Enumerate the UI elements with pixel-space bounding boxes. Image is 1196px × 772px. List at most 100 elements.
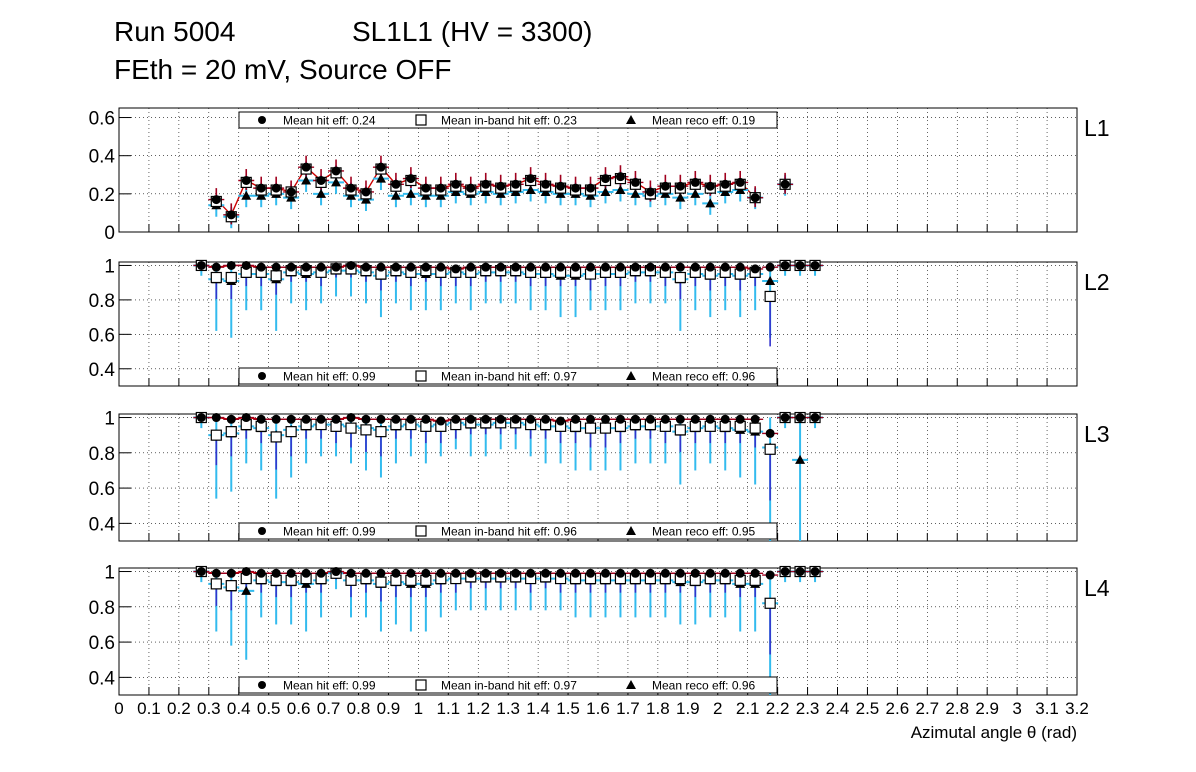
y-tick-label: 0.6 <box>89 325 115 346</box>
x-tick-label: 0.7 <box>317 699 341 718</box>
legend-inband-marker <box>415 370 427 382</box>
hit-point <box>466 568 476 578</box>
hit-point <box>421 414 431 424</box>
hit-point <box>645 414 655 424</box>
hit-point <box>436 416 446 426</box>
hit-point <box>196 567 206 577</box>
legend-entry: Mean in-band hit eff: 0.96 <box>441 525 577 539</box>
panel-label: L2 <box>1084 269 1110 295</box>
hit-point <box>735 262 745 272</box>
hit-point <box>795 260 805 270</box>
inband-point <box>674 424 686 436</box>
hit-point <box>615 414 625 424</box>
hit-point <box>376 162 386 172</box>
hit-point <box>765 570 775 580</box>
hit-point <box>496 414 506 424</box>
y-tick-label: 0.6 <box>89 109 115 130</box>
reco-point <box>375 173 386 183</box>
hit-point <box>466 262 476 272</box>
x-tick-label: 2.2 <box>766 699 790 718</box>
legend-inband-marker <box>415 114 427 126</box>
hit-point <box>571 262 581 272</box>
hit-point <box>406 568 416 578</box>
hit-point <box>406 262 416 272</box>
hit-point <box>795 413 805 423</box>
y-tick-label: 0.4 <box>89 147 116 168</box>
reco-point <box>241 585 252 595</box>
legend-entry: Mean hit eff: 0.24 <box>283 114 376 128</box>
hit-point <box>630 262 640 272</box>
legend-inband-marker <box>415 525 427 537</box>
hit-point <box>780 260 790 270</box>
hit-point <box>765 262 775 272</box>
hit-point <box>556 416 566 426</box>
hit-point <box>690 568 700 578</box>
chamber-title: SL1L1 (HV = 3300) <box>352 16 593 47</box>
hit-point <box>301 162 311 172</box>
hit-point <box>256 262 266 272</box>
hit-point <box>765 428 775 438</box>
hit-point <box>331 567 341 577</box>
x-tick-label: 0.2 <box>167 699 191 718</box>
legend-entry: Mean in-band hit eff: 0.97 <box>441 679 577 693</box>
panel-l4: 0.4 0.6 0.8 1 L4 Mean hit eff: 0.99 Mean in-ba… <box>89 563 1110 696</box>
inband-point <box>210 429 222 441</box>
settings-title: FEth = 20 mV, Source OFF <box>114 54 452 85</box>
hit-point <box>271 414 281 424</box>
legend-hit-marker <box>258 527 266 535</box>
hit-point <box>496 568 506 578</box>
inband-point <box>270 431 282 443</box>
hit-point <box>451 264 461 274</box>
legend-entry: Mean reco eff: 0.96 <box>652 679 756 693</box>
run-title: Run 5004 <box>114 16 236 47</box>
y-tick-label: 0.4 <box>89 514 116 535</box>
hit-point <box>690 177 700 187</box>
hit-point <box>810 413 820 423</box>
x-axis-label: Azimutal angle θ (rad) <box>911 723 1077 742</box>
hit-point <box>316 568 326 578</box>
panel-label: L4 <box>1084 575 1110 601</box>
hit-point <box>361 568 371 578</box>
hit-point <box>675 414 685 424</box>
hit-point <box>346 260 356 270</box>
panel-l2: 0.4 0.6 0.8 1 L2 Mean hit eff: 0.99 Mean in-ba… <box>89 256 1110 387</box>
x-tick-label: 1.4 <box>526 699 550 718</box>
hit-point <box>376 262 386 272</box>
x-tick-label: 1.5 <box>556 699 580 718</box>
y-tick-label: 0.2 <box>89 185 115 206</box>
x-tick-label: 3.2 <box>1065 699 1089 718</box>
hit-point <box>421 262 431 272</box>
hit-point <box>571 568 581 578</box>
reco-point <box>405 188 416 198</box>
y-tick-label: 0.8 <box>89 444 115 465</box>
inband-point <box>674 271 686 284</box>
inband-point <box>270 270 282 282</box>
hit-point <box>705 414 715 424</box>
panel-label: L1 <box>1084 115 1110 141</box>
y-tick-label: 1 <box>104 409 115 430</box>
inband-point <box>225 580 237 592</box>
y-tick-label: 0.8 <box>89 291 115 312</box>
hit-point <box>346 183 356 193</box>
hit-point <box>331 414 341 424</box>
hit-point <box>526 414 536 424</box>
reco-point <box>241 190 252 200</box>
panel-frame <box>118 413 1078 542</box>
hit-point <box>705 262 715 272</box>
inband-point <box>764 290 776 303</box>
hit-point <box>630 568 640 578</box>
hit-point <box>571 183 581 193</box>
reco-point <box>390 190 401 200</box>
x-tick-label: 0.9 <box>377 699 401 718</box>
x-tick-label: 1.8 <box>646 699 670 718</box>
x-tick-label: 0.4 <box>227 699 251 718</box>
reco-point <box>630 188 641 198</box>
x-tick-label: 2.7 <box>915 699 939 718</box>
hit-point <box>436 262 446 272</box>
hit-point <box>511 414 521 424</box>
legend-reco-marker <box>626 526 636 535</box>
legend: Mean hit eff: 0.99 Mean in-band hit eff: … <box>238 367 778 385</box>
hit-point <box>660 181 670 191</box>
hit-point <box>690 262 700 272</box>
reco-point <box>331 177 342 187</box>
